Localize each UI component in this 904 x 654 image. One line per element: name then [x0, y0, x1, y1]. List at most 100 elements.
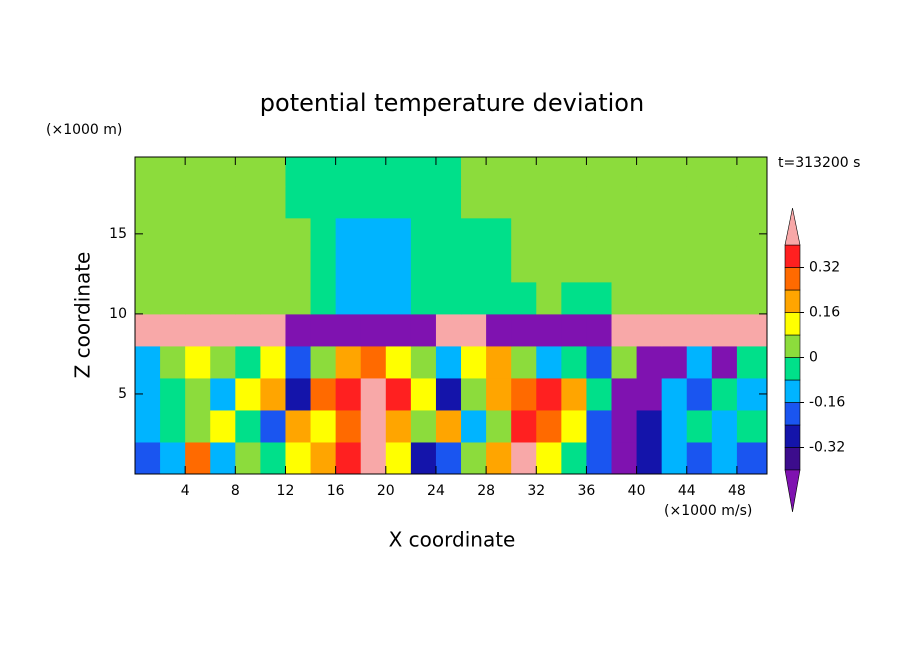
- field-cell: [410, 345, 437, 379]
- colorbar-tick-label: -0.16: [809, 395, 845, 411]
- field-cell: [310, 249, 337, 283]
- field-cell: [310, 157, 337, 187]
- field-cell: [586, 281, 613, 315]
- field-cell: [536, 281, 562, 315]
- colorbar-tick-label: 0.16: [809, 305, 840, 321]
- field-cell: [210, 377, 236, 411]
- field-cell: [185, 217, 211, 251]
- field-cell: [611, 377, 638, 411]
- field-cell: [511, 313, 537, 347]
- field-cell: [385, 185, 412, 219]
- colorbar-tick-label: 0.32: [809, 260, 840, 276]
- field-cell: [385, 441, 412, 475]
- field-cell: [235, 377, 261, 411]
- field-cell: [611, 217, 638, 251]
- field-cell: [561, 441, 587, 475]
- field-cell: [160, 377, 186, 411]
- field-cell: [135, 409, 161, 443]
- field-cell: [235, 281, 261, 315]
- field-cell: [486, 377, 512, 411]
- field-cell: [536, 377, 562, 411]
- field-cell: [360, 345, 387, 379]
- field-cell: [235, 185, 261, 219]
- field-cell: [385, 345, 412, 379]
- field-cell: [711, 249, 738, 283]
- field-cell: [160, 249, 186, 283]
- field-cell: [210, 281, 236, 315]
- field-cell: [511, 441, 537, 475]
- field-cell: [461, 441, 487, 475]
- field-cell: [160, 185, 186, 219]
- field-cell: [335, 441, 362, 475]
- field-cell: [210, 345, 236, 379]
- field-cell: [385, 377, 412, 411]
- field-cell: [235, 217, 261, 251]
- field-cell: [636, 157, 663, 187]
- field-cell: [210, 217, 236, 251]
- field-cell: [310, 441, 337, 475]
- field-cell: [435, 377, 462, 411]
- field-cell: [410, 249, 437, 283]
- field-cell: [435, 441, 462, 475]
- field-cell: [260, 281, 286, 315]
- field-cell: [736, 157, 768, 187]
- field-cell: [486, 281, 512, 315]
- field-cell: [285, 409, 312, 443]
- field-cell: [160, 313, 186, 347]
- field-cell: [736, 409, 768, 443]
- field-cell: [285, 377, 312, 411]
- colorbar-segment: [784, 334, 801, 358]
- field-cell: [536, 249, 562, 283]
- field-cell: [486, 409, 512, 443]
- field-cell: [310, 281, 337, 315]
- colorbar-segment: [784, 312, 801, 336]
- field-cell: [661, 281, 688, 315]
- field-cell: [360, 313, 387, 347]
- field-cell: [235, 409, 261, 443]
- x-tick-label: 16: [327, 483, 345, 499]
- field-cell: [210, 313, 236, 347]
- field-cell: [686, 157, 713, 187]
- field-cell: [536, 185, 562, 219]
- field-cell: [235, 345, 261, 379]
- x-unit: (×1000 m/s): [664, 503, 752, 519]
- field-cell: [636, 185, 663, 219]
- field-cell: [511, 281, 537, 315]
- chart-title: potential temperature deviation: [260, 89, 644, 117]
- field-cell: [461, 377, 487, 411]
- field-cell: [661, 157, 688, 187]
- field-cell: [711, 345, 738, 379]
- x-tick-label: 8: [231, 483, 240, 499]
- field-cell: [360, 377, 387, 411]
- x-tick-label: 48: [728, 483, 746, 499]
- field-cell: [486, 313, 512, 347]
- field-cell: [335, 313, 362, 347]
- field-cell: [135, 281, 161, 315]
- field-cell: [410, 281, 437, 315]
- field-cell: [536, 441, 562, 475]
- field-cell: [260, 345, 286, 379]
- field-cell: [135, 313, 161, 347]
- field-cell: [561, 345, 587, 379]
- field-cell: [335, 249, 362, 283]
- field-cell: [260, 313, 286, 347]
- field-cell: [586, 185, 613, 219]
- field-cell: [385, 217, 412, 251]
- field-cell: [711, 409, 738, 443]
- x-tick-label: 36: [578, 483, 596, 499]
- x-tick-label: 20: [377, 483, 395, 499]
- y-tick-label: 5: [118, 386, 127, 402]
- field-cell: [185, 249, 211, 283]
- field-cell: [736, 281, 768, 315]
- field-cell: [385, 157, 412, 187]
- field-cell: [686, 441, 713, 475]
- field-cell: [285, 217, 312, 251]
- field-cell: [536, 313, 562, 347]
- field-cell: [586, 217, 613, 251]
- field-cell: [410, 377, 437, 411]
- field-cell: [385, 313, 412, 347]
- field-cell: [360, 409, 387, 443]
- field-cell: [410, 441, 437, 475]
- field-cell: [561, 409, 587, 443]
- field-cell: [711, 185, 738, 219]
